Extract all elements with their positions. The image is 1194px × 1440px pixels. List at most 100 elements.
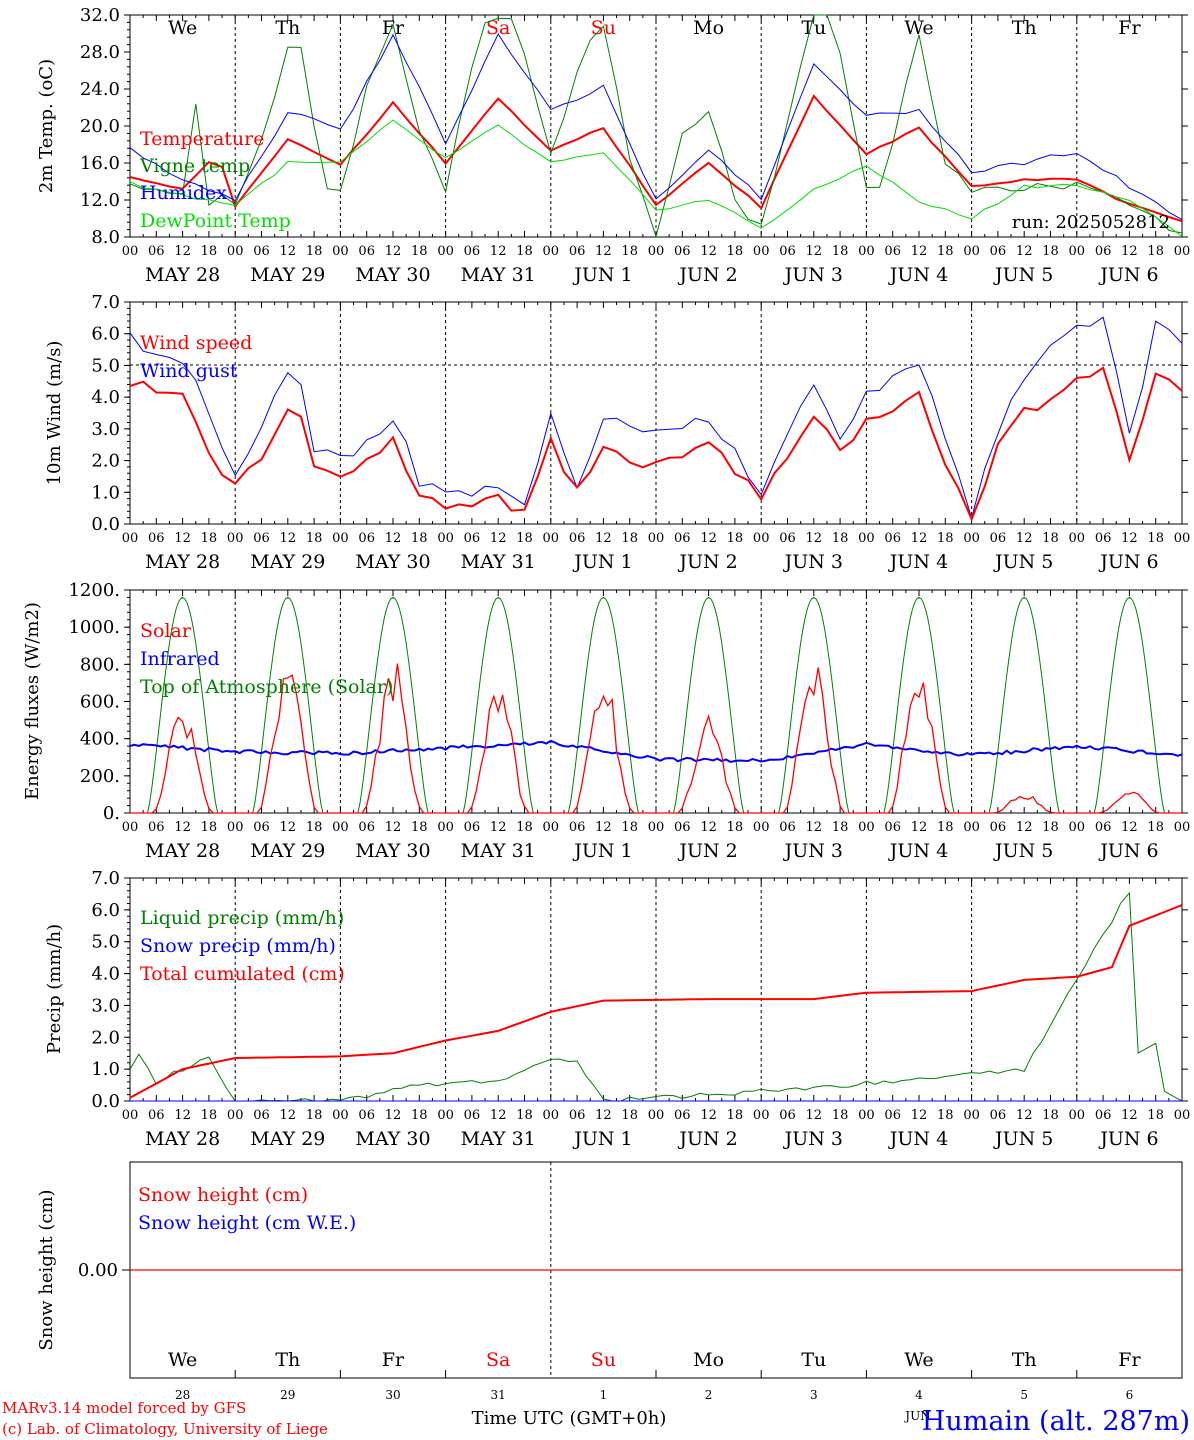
date-label: JUN 5 [993, 840, 1053, 862]
hour-tick-label: 12 [490, 244, 507, 259]
hour-tick-label: 18 [727, 820, 744, 835]
hour-tick-label: 12 [280, 1108, 297, 1123]
hour-tick-label: 12 [1016, 244, 1033, 259]
weekday-label: Th [275, 17, 300, 39]
hour-tick-label: 06 [674, 531, 691, 546]
hour-tick-label: 18 [621, 820, 638, 835]
hour-tick-label: 12 [280, 820, 297, 835]
date-label: JUN 2 [677, 840, 737, 862]
hour-tick-label: 06 [569, 244, 586, 259]
run-label: run: 2025052812 [1012, 212, 1170, 233]
date-label: JUN 4 [888, 264, 948, 286]
precip-ylabel: Precip (mm/h) [44, 924, 65, 1054]
hour-tick-label: 12 [700, 244, 717, 259]
hour-tick-label: 12 [1121, 531, 1138, 546]
hour-tick-label: 18 [306, 1108, 323, 1123]
hour-tick-label: 00 [858, 531, 875, 546]
hour-tick-label: 06 [884, 244, 901, 259]
hour-tick-label: 06 [464, 820, 481, 835]
energy-panel: 0. 200. 400. 600. 800. 1000. 1200. 00 06 12 18 MAY … [22, 580, 1190, 862]
weekday-label: Su [591, 1349, 616, 1371]
hour-tick-label: 06 [358, 531, 375, 546]
hour-tick-label: 18 [727, 1108, 744, 1123]
hour-tick-label: 18 [1042, 1108, 1059, 1123]
weekday-label: Fr [1118, 17, 1141, 39]
weekday-label: Mo [693, 17, 724, 39]
precip-panel: 0.0 1.0 2.0 3.0 4.0 5.0 6.0 7.0 00 06 12 18 MAY 28 00… [44, 868, 1190, 1150]
hour-tick-label: 06 [884, 820, 901, 835]
weekday-label: Tu [801, 17, 826, 39]
hour-tick-label: 18 [516, 1108, 533, 1123]
hour-tick-label: 12 [806, 820, 823, 835]
hour-tick-label: 06 [1095, 1108, 1112, 1123]
hour-tick-label: 18 [1042, 531, 1059, 546]
hour-tick-label: 06 [1095, 531, 1112, 546]
date-label: JUN 5 [993, 551, 1053, 573]
hour-tick-label: 18 [832, 244, 849, 259]
hour-tick-label: 18 [937, 820, 954, 835]
date-label: MAY 31 [461, 264, 536, 286]
hour-tick-label: 06 [464, 1108, 481, 1123]
hour-tick-label: 06 [569, 820, 586, 835]
hour-tick-label: 00 [332, 531, 349, 546]
ytick-label: 3.0 [91, 995, 120, 1016]
hour-tick-label: 12 [490, 1108, 507, 1123]
hour-tick-label: 00 [753, 820, 770, 835]
series-line-wind-gust [129, 316, 1183, 520]
hour-tick-label: 00 [1069, 244, 1086, 259]
weekday-label: We [168, 17, 197, 39]
hour-tick-label: 12 [385, 531, 402, 546]
hour-tick-label: 18 [306, 820, 323, 835]
hour-tick-label: 12 [911, 1108, 928, 1123]
ytick-label: 1.0 [91, 1059, 120, 1080]
date-label: JUN 3 [783, 551, 843, 573]
hour-tick-label: 12 [806, 1108, 823, 1123]
date-label: JUN 5 [993, 1128, 1053, 1150]
hour-tick-label: 12 [1016, 820, 1033, 835]
hour-tick-label: 18 [516, 820, 533, 835]
date-label: JUN 3 [783, 264, 843, 286]
hour-tick-label: 06 [253, 820, 270, 835]
day-number: 4 [915, 1388, 923, 1402]
hour-tick-label: 06 [464, 244, 481, 259]
hour-tick-label: 18 [516, 531, 533, 546]
legend-humidex: Humidex [140, 182, 227, 204]
series-line-dewpoint-temp [129, 119, 1183, 237]
ytick-label: 200. [80, 766, 120, 787]
ytick-label: 7.0 [91, 868, 120, 889]
ytick-label: 5.0 [91, 355, 120, 376]
date-label: JUN 2 [677, 1128, 737, 1150]
date-label: JUN 4 [888, 551, 948, 573]
hour-tick-label: 00 [227, 244, 244, 259]
hour-tick-label: 00 [648, 531, 665, 546]
day-number: 3 [810, 1388, 818, 1402]
date-label: MAY 28 [145, 264, 220, 286]
date-label: JUN 6 [1098, 551, 1158, 573]
hour-tick-label: 18 [306, 531, 323, 546]
ytick-label: 4.0 [91, 964, 120, 985]
legend-liquid-precip: Liquid precip (mm/h) [140, 907, 344, 929]
ytick-label: 2.0 [91, 1027, 120, 1048]
ytick-label: 400. [80, 729, 120, 750]
date-label: JUN 1 [572, 840, 632, 862]
hour-tick-label: 18 [1147, 531, 1164, 546]
ytick-label: 7.0 [91, 292, 120, 313]
hour-tick-label: 12 [911, 244, 928, 259]
hour-tick-label: 12 [595, 244, 612, 259]
hour-tick-label: 06 [358, 820, 375, 835]
hour-tick-label: 00 [543, 531, 560, 546]
hour-tick-label: 18 [411, 820, 428, 835]
hour-tick-label: 18 [411, 244, 428, 259]
day-number: 6 [1126, 1388, 1134, 1402]
ytick-label: 4.0 [91, 387, 120, 408]
weekday-label: We [168, 1349, 197, 1371]
snow-ylabel: Snow height (cm) [36, 1189, 57, 1350]
series-line-infrared [129, 739, 1183, 764]
hour-tick-label: 00 [543, 244, 560, 259]
hour-tick-label: 06 [674, 820, 691, 835]
hour-tick-label: 00 [227, 531, 244, 546]
hour-tick-label: 00 [648, 244, 665, 259]
series-line-liquid-precip-mm-h- [129, 891, 1183, 1102]
hour-tick-label: 00 [332, 1108, 349, 1123]
temperature-panel: 8.0 12.0 16.0 20.0 24.0 28.0 32.0 00 06 12 18 MAY 2… [36, 5, 1190, 286]
